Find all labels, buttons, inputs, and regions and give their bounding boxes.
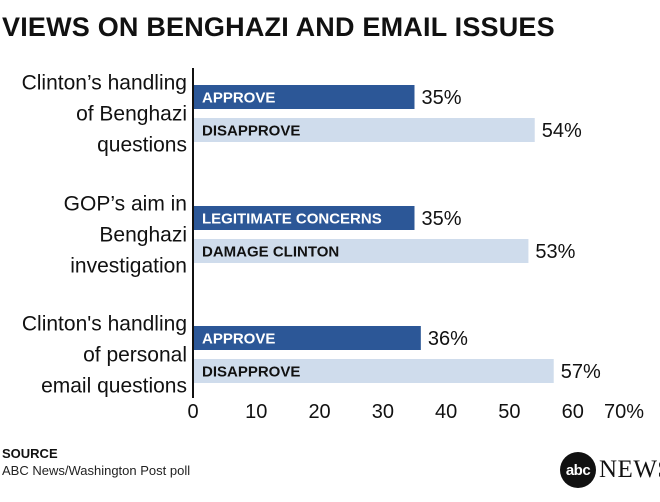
abc-news-logo: abc NEWS (560, 452, 660, 488)
bar-label: APPROVE (202, 90, 275, 107)
category-label: investigation (70, 255, 187, 278)
bar (193, 239, 529, 263)
x-tick-label: 60 (562, 401, 584, 423)
data-label: 35% (422, 208, 462, 230)
source-label: SOURCE (2, 446, 58, 461)
category-label: email questions (41, 375, 187, 398)
bar-label: DISAPPROVE (202, 123, 300, 140)
bar (193, 206, 415, 230)
x-tick-label: 70% (604, 401, 644, 423)
category-label: Clinton’s handling (22, 72, 187, 95)
category-label: of personal (83, 344, 187, 367)
category-label: of Benghazi (76, 103, 187, 126)
bar-label: APPROVE (202, 331, 275, 348)
category-label: GOP’s aim in (64, 193, 187, 216)
bar (193, 326, 421, 350)
category-label: Benghazi (99, 224, 187, 247)
bar (193, 118, 535, 142)
category-label: Clinton's handling (22, 313, 187, 336)
x-tick-label: 40 (435, 401, 457, 423)
data-label: 36% (428, 328, 468, 350)
bar (193, 85, 415, 109)
data-label: 53% (535, 241, 575, 263)
chart-title: VIEWS ON BENGHAZI AND EMAIL ISSUES (2, 12, 555, 42)
x-tick-label: 10 (245, 401, 267, 423)
bar-label: DISAPPROVE (202, 364, 300, 381)
data-label: 54% (542, 120, 582, 142)
bar (193, 359, 554, 383)
bar-label: DAMAGE CLINTON (202, 244, 339, 261)
abc-logo-mark: abc (560, 452, 596, 488)
source-text: ABC News/Washington Post poll (2, 463, 191, 478)
bar-chart: Clinton’s handling of Benghazi questions AP… (22, 68, 644, 423)
x-tick-label: 20 (308, 401, 330, 423)
x-tick-label: 30 (372, 401, 394, 423)
logo-wordmark: NEWS (599, 456, 660, 483)
data-label: 57% (561, 361, 601, 383)
category-label: questions (97, 134, 187, 157)
bar-label: LEGITIMATE CONCERNS (202, 211, 382, 228)
x-tick-label: 0 (187, 401, 198, 423)
x-tick-label: 50 (498, 401, 520, 423)
data-label: 35% (422, 87, 462, 109)
